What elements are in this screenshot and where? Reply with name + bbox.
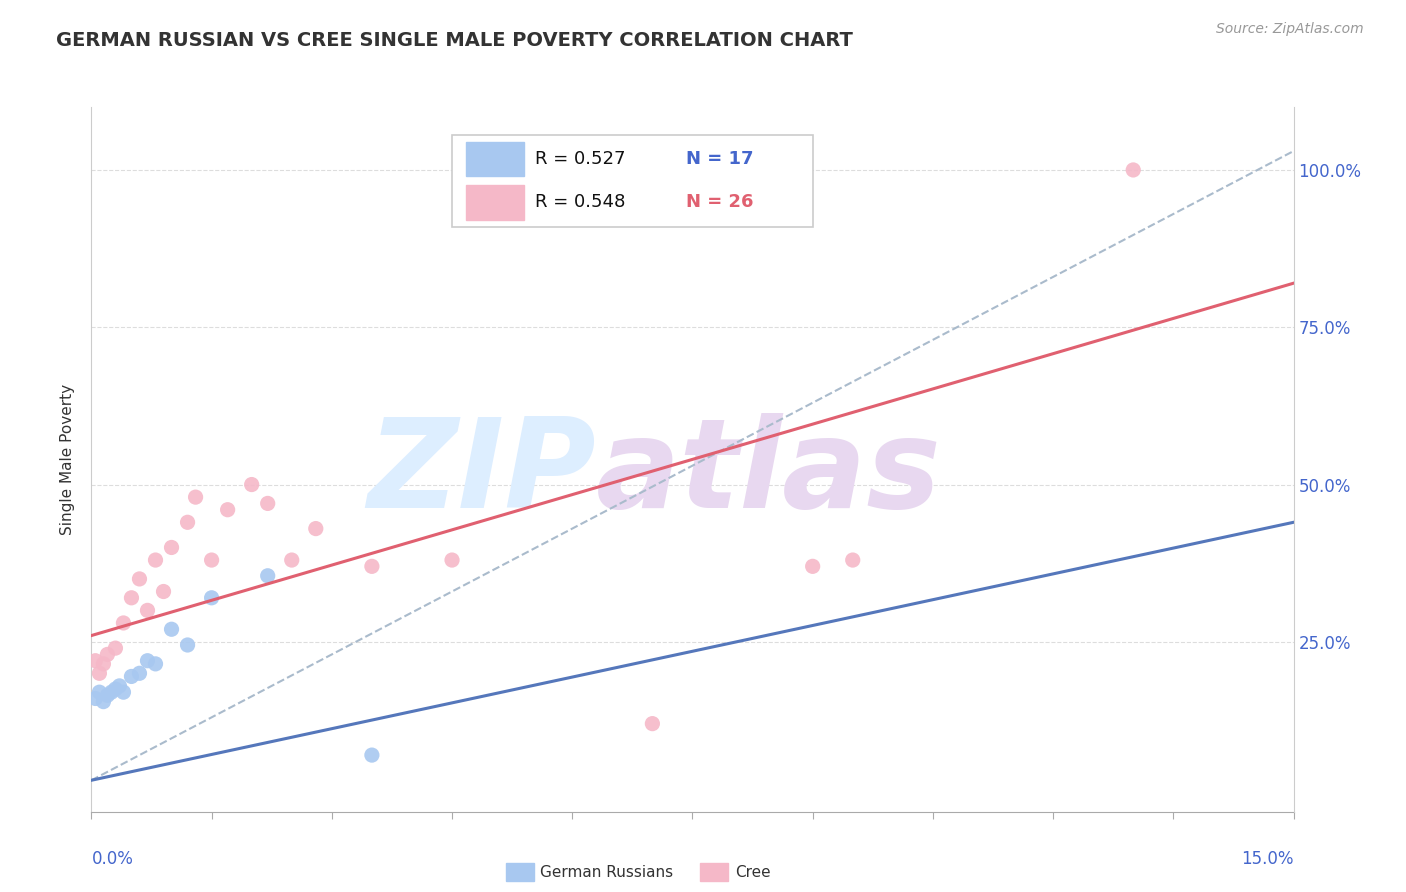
Text: Cree: Cree bbox=[735, 865, 770, 880]
Point bbox=[108, 679, 131, 693]
FancyBboxPatch shape bbox=[453, 136, 813, 227]
Point bbox=[136, 654, 159, 668]
Point bbox=[201, 553, 224, 567]
Text: Source: ZipAtlas.com: Source: ZipAtlas.com bbox=[1216, 22, 1364, 37]
Text: R = 0.548: R = 0.548 bbox=[534, 193, 626, 211]
Point bbox=[440, 553, 463, 567]
Point bbox=[801, 559, 824, 574]
Point bbox=[641, 716, 664, 731]
Text: R = 0.527: R = 0.527 bbox=[534, 150, 626, 168]
Point bbox=[121, 669, 143, 683]
Point bbox=[256, 496, 278, 510]
Text: ZIP: ZIP bbox=[367, 413, 596, 534]
Point bbox=[89, 685, 111, 699]
Text: atlas: atlas bbox=[596, 413, 942, 534]
Point bbox=[160, 541, 183, 555]
Point bbox=[160, 622, 183, 636]
Point bbox=[176, 638, 198, 652]
Point bbox=[128, 572, 150, 586]
Point bbox=[217, 502, 239, 516]
Point bbox=[145, 553, 167, 567]
Text: N = 26: N = 26 bbox=[686, 193, 754, 211]
Point bbox=[84, 691, 107, 706]
Point bbox=[93, 657, 115, 671]
Point bbox=[96, 648, 118, 662]
Point bbox=[360, 559, 382, 574]
Point bbox=[84, 654, 107, 668]
Point bbox=[112, 685, 135, 699]
Text: GERMAN RUSSIAN VS CREE SINGLE MALE POVERTY CORRELATION CHART: GERMAN RUSSIAN VS CREE SINGLE MALE POVER… bbox=[56, 31, 853, 50]
Text: N = 17: N = 17 bbox=[686, 150, 754, 168]
Text: 0.0%: 0.0% bbox=[91, 850, 134, 869]
Point bbox=[1122, 163, 1144, 178]
Point bbox=[100, 685, 122, 699]
Point bbox=[145, 657, 167, 671]
Point bbox=[305, 522, 328, 536]
Y-axis label: Single Male Poverty: Single Male Poverty bbox=[60, 384, 76, 535]
Point bbox=[104, 681, 127, 696]
Point bbox=[256, 568, 278, 582]
Bar bbox=[467, 142, 524, 177]
Point bbox=[201, 591, 224, 605]
Point bbox=[184, 490, 207, 504]
Text: 15.0%: 15.0% bbox=[1241, 850, 1294, 869]
Point bbox=[104, 641, 127, 656]
Point bbox=[96, 689, 118, 703]
Point bbox=[841, 553, 863, 567]
Point bbox=[112, 615, 135, 630]
Point bbox=[240, 477, 263, 491]
Point bbox=[360, 748, 382, 763]
Point bbox=[128, 666, 150, 681]
Point bbox=[176, 516, 198, 530]
Point bbox=[93, 695, 115, 709]
Point bbox=[152, 584, 174, 599]
Bar bbox=[467, 185, 524, 219]
Point bbox=[121, 591, 143, 605]
Text: German Russians: German Russians bbox=[540, 865, 673, 880]
Point bbox=[89, 666, 111, 681]
Point bbox=[281, 553, 304, 567]
Point bbox=[136, 603, 159, 617]
